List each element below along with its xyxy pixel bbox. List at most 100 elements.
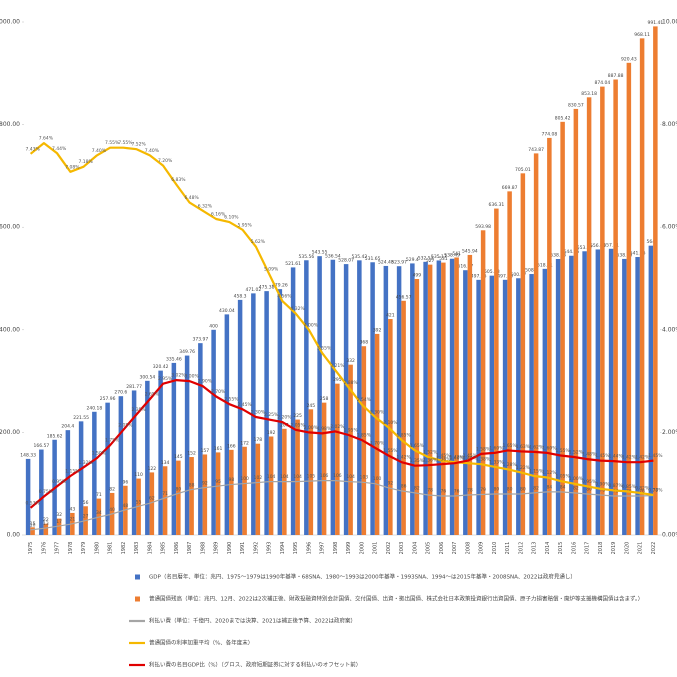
line-label: 7.18% <box>78 159 93 165</box>
bar-label: 531 <box>439 256 448 262</box>
line-label: 1.22% <box>516 465 531 471</box>
x-tick-label: 1986 <box>174 542 180 555</box>
y-tick-label: 1000.00 <box>0 19 20 26</box>
x-tick-label: 2006 <box>439 542 445 555</box>
bar-label: 541.86 <box>630 251 646 257</box>
line-label: 71 <box>162 491 168 497</box>
y2-tick-label: 2.00% <box>662 429 677 436</box>
bar <box>118 396 124 535</box>
legend-label: 利払い費の名目GDP比（%）（グロス、政府短期証券に対する利払いのオフセット前） <box>149 661 361 669</box>
bar-label: 541 <box>452 251 461 257</box>
bar-label: 270.6 <box>114 390 127 396</box>
bar-label: 505.53 <box>484 269 500 275</box>
x-tick-label: 2010 <box>492 542 498 555</box>
bar <box>449 258 455 535</box>
bar <box>463 270 468 535</box>
x-tick-label: 2007 <box>452 542 458 555</box>
x-tick-label: 1975 <box>28 542 34 555</box>
x-tick-label: 2004 <box>412 542 418 555</box>
line-label: 3.02% <box>171 373 186 379</box>
bar <box>494 208 499 535</box>
line-label: 95 <box>215 479 221 485</box>
bar-label: 421 <box>386 313 395 319</box>
bar <box>383 265 389 535</box>
line-label: 7.55% <box>105 140 120 146</box>
bar-label: 332 <box>346 358 355 364</box>
bar-label: 705.01 <box>515 167 531 173</box>
line-label: 104 <box>267 474 276 480</box>
x-tick-label: 1989 <box>214 542 220 555</box>
bar-label: 204.4 <box>61 424 74 430</box>
x-tick-label: 2021 <box>638 542 644 555</box>
line-label: 0.90% <box>595 481 610 487</box>
line-label: 84 <box>547 484 553 490</box>
bar <box>308 409 314 535</box>
line-label: 55 <box>136 499 142 505</box>
line-label: 1.28% <box>502 462 517 468</box>
legend-label: 普通国債の利率加重平均（%、各年度末） <box>149 639 253 647</box>
bar <box>343 264 349 535</box>
line-label: 1.65% <box>410 443 425 449</box>
bar-label: 400 <box>209 323 218 329</box>
line-label: 6.32% <box>198 203 213 209</box>
line-label: 86 <box>401 483 407 489</box>
bar <box>215 452 221 535</box>
bar-label: 557.91 <box>603 242 619 248</box>
bar <box>198 343 203 535</box>
bar-label: 479.26 <box>272 283 288 289</box>
line-label: 1.45% <box>595 453 610 459</box>
bar-label: 528.07 <box>338 258 354 264</box>
line-label: 62 <box>149 496 155 502</box>
x-tick-label: 1978 <box>68 542 74 555</box>
x-tick-label: 2014 <box>545 542 551 555</box>
line-label: 102 <box>254 475 263 481</box>
line-label: 1.05% <box>555 474 570 480</box>
bar-label: 185.62 <box>47 433 63 439</box>
line-label: 1.40% <box>449 456 464 462</box>
bar-label: 636.31 <box>488 202 504 208</box>
bar-label: 258 <box>320 396 329 402</box>
x-tick-label: 2009 <box>479 542 485 555</box>
bar <box>423 261 428 535</box>
bar-label: 518.81 <box>537 262 553 268</box>
line-label: 27 <box>83 514 89 520</box>
line-label: 34 <box>96 510 102 516</box>
y-tick-label: 800.00 <box>0 121 20 128</box>
bar-label: 991.41 <box>647 20 663 26</box>
line-label: 0.85% <box>622 484 637 490</box>
line-label: 4.56% <box>277 294 292 300</box>
line-label: 78 <box>467 487 473 493</box>
line-label: 106 <box>320 473 329 479</box>
bar <box>189 457 194 535</box>
bar <box>131 390 137 535</box>
line-label: 104 <box>293 474 302 480</box>
bar <box>78 421 84 535</box>
line-label: 1.42% <box>396 455 411 461</box>
bar <box>427 264 433 535</box>
line-label: 3.55% <box>317 345 332 351</box>
x-tick-label: 2019 <box>611 542 617 555</box>
line-label: 100 <box>240 476 249 482</box>
y2-tick-label: 4.00% <box>662 326 677 333</box>
line-label: 1.33% <box>489 459 504 465</box>
line-label: 1.36% <box>423 458 438 464</box>
line-label: 5.95% <box>237 222 252 228</box>
x-tick-label: 2012 <box>518 542 524 555</box>
bar <box>401 300 406 535</box>
bar <box>569 255 574 535</box>
x-tick-label: 2008 <box>465 542 471 555</box>
legend-swatch <box>135 596 140 602</box>
bar-label: 564 <box>647 239 656 245</box>
line-label: 82 <box>533 485 539 491</box>
line-label: 80 <box>586 486 592 492</box>
bar <box>277 289 283 535</box>
bar <box>489 275 495 535</box>
bar <box>242 446 247 535</box>
line-label: 92 <box>202 480 208 486</box>
line-label: 1.98% <box>317 426 332 432</box>
bar <box>357 260 362 535</box>
x-tick-label: 2017 <box>585 542 591 555</box>
line-label: 103 <box>360 475 369 481</box>
y2-tick-label: 8.00% <box>662 121 677 128</box>
line <box>29 379 654 509</box>
